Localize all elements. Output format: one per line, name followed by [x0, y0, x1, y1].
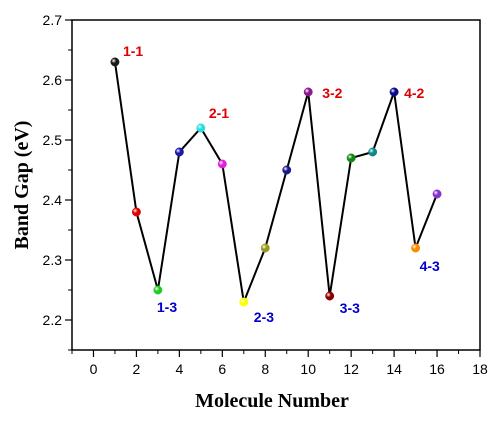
point-label: 1-1 [123, 43, 143, 59]
y-tick-label: 2.4 [43, 192, 63, 208]
point-label: 2-3 [254, 309, 274, 325]
x-tick-label: 0 [90, 361, 98, 377]
point-label: 3-2 [322, 85, 342, 101]
data-point [303, 87, 313, 97]
x-tick-label: 14 [386, 361, 402, 377]
series-line [113, 61, 438, 306]
x-axis: 0 2 4 6 8 10 12 14 16 18 [71, 350, 488, 377]
point-label: 3-3 [340, 300, 360, 316]
data-point [196, 123, 206, 133]
y-tick-label: 2.6 [43, 72, 63, 88]
data-point [217, 159, 227, 169]
point-label: 4-2 [404, 85, 424, 101]
y-axis: 2.2 2.3 2.4 2.5 2.6 2.7 [43, 12, 72, 351]
data-point [131, 207, 141, 217]
point-label: 1-3 [157, 299, 177, 315]
x-tick-label: 10 [300, 361, 316, 377]
y-tick-label: 2.5 [43, 132, 63, 148]
point-label: 2-1 [209, 105, 229, 121]
x-tick-label: 2 [133, 361, 141, 377]
y-tick-label: 2.7 [43, 12, 63, 28]
data-point [432, 189, 442, 199]
data-point [368, 147, 378, 157]
data-point [110, 57, 120, 67]
data-point [260, 243, 270, 253]
y-tick-label: 2.2 [43, 312, 63, 328]
series-band-gap [110, 57, 442, 307]
x-tick-label: 16 [429, 361, 445, 377]
data-point [174, 147, 184, 157]
x-tick-label: 6 [218, 361, 226, 377]
y-axis-title: Band Gap (eV) [11, 121, 33, 250]
data-point [239, 297, 249, 307]
x-tick-label: 8 [261, 361, 269, 377]
x-axis-title: Molecule Number [195, 390, 349, 412]
data-point [411, 243, 421, 253]
x-tick-label: 4 [175, 361, 183, 377]
data-point [346, 153, 356, 163]
data-point [389, 87, 399, 97]
point-annotations: 1-1 1-3 2-1 2-3 3-2 3-3 4-2 4-3 [123, 43, 440, 325]
y-tick-label: 2.3 [43, 252, 63, 268]
data-point [153, 285, 163, 295]
x-tick-label: 18 [472, 361, 488, 377]
point-label: 4-3 [420, 258, 440, 274]
data-point [282, 165, 292, 175]
plot-area-frame [71, 19, 481, 351]
x-tick-label: 12 [343, 361, 359, 377]
data-point [325, 291, 335, 301]
